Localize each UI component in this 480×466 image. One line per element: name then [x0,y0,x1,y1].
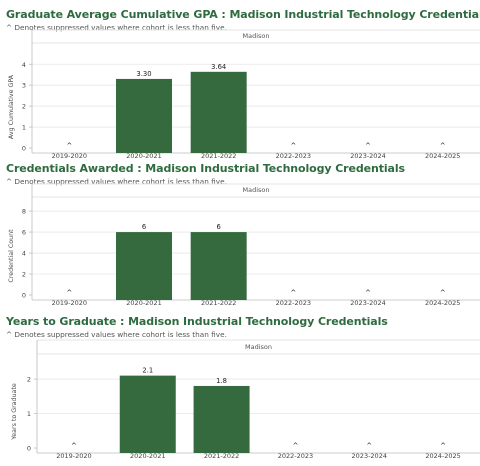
x-tick-label: 2020-2021 [126,152,161,160]
facet-label: Madison [245,343,272,351]
x-tick-label: 2023-2024 [350,299,385,307]
chart-title: Graduate Average Cumulative GPA : Madiso… [6,8,480,21]
data-label-2023-2024: ^ [366,442,372,450]
y-tick-label: 2 [22,103,26,111]
data-label-2019-2020: ^ [66,142,72,150]
y-tick-label: 2 [27,376,31,384]
x-tick-label: 2019-2020 [56,452,91,460]
chart-section-credentials: Credentials Awarded : Madison Industrial… [0,162,480,310]
data-label-2020-2021: 2.1 [142,367,153,375]
x-tick-label: 2019-2020 [52,152,87,160]
x-tick-label: 2024-2025 [425,452,460,460]
x-tick-label: 2021-2022 [201,299,236,307]
y-axis-title: Credential Count [8,229,15,283]
data-label-2021-2022: 6 [217,223,221,231]
chart-section-years: Years to Graduate : Madison Industrial T… [0,315,480,466]
y-tick-label: 1 [27,410,31,418]
chart-title: Credentials Awarded : Madison Industrial… [6,162,405,175]
y-tick-label: 6 [22,229,26,237]
bar-2020-2021 [119,375,176,453]
y-tick-label: 8 [22,208,26,216]
y-tick-label: 0 [22,292,26,300]
data-label-2019-2020: ^ [66,289,72,297]
bar-2021-2022 [190,71,247,153]
x-tick-label: 2022-2023 [276,152,311,160]
y-axis-title: Years to Graduate [11,383,18,441]
y-axis-title: Avg Cumulative GPA [8,74,15,139]
credentials-bar-chart: Madison 0 2 4 6 8 Credential Count ^ 2019-2020 6 2… [8,183,480,307]
chart-subtitle: ^ Denotes suppressed values where cohort… [6,330,227,339]
x-tick-label: 2020-2021 [130,452,165,460]
y-tick-label: 3 [22,82,26,90]
data-label-2021-2022: 1.8 [216,377,227,385]
years-bar-chart: Madison 0 1 2 Years to Graduate ^ 2019-2020 2.1… [11,339,480,460]
bar-2020-2021 [116,78,172,153]
data-label-2023-2024: ^ [365,289,371,297]
y-tick-label: 4 [22,61,26,69]
facet-label: Madison [242,186,269,194]
facet-label: Madison [242,32,269,40]
chart-title: Years to Graduate : Madison Industrial T… [6,315,388,328]
x-tick-label: 2024-2025 [425,299,460,307]
data-label-2023-2024: ^ [365,142,371,150]
y-tick-label: 2 [22,271,26,279]
x-tick-label: 2023-2024 [350,152,385,160]
y-tick-label: 4 [22,250,26,258]
x-tick-label: 2021-2022 [204,452,239,460]
bar-2021-2022 [190,232,247,300]
y-tick-label: 0 [22,145,26,153]
chart-section-gpa: Graduate Average Cumulative GPA : Madiso… [0,8,480,160]
data-label-2022-2023: ^ [293,442,299,450]
data-label-2021-2022: 3.64 [211,63,226,71]
x-tick-label: 2023-2024 [352,452,387,460]
data-label-2024-2025: ^ [440,442,446,450]
x-tick-label: 2019-2020 [52,299,87,307]
chart-subtitle: ^ Denotes suppressed values where cohort… [6,23,227,32]
x-tick-label: 2024-2025 [425,152,460,160]
data-label-2022-2023: ^ [290,142,296,150]
bar-2020-2021 [116,232,172,300]
data-label-2020-2021: 6 [142,223,146,231]
data-label-2024-2025: ^ [440,289,446,297]
data-label-2019-2020: ^ [71,442,77,450]
data-label-2020-2021: 3.30 [136,70,151,78]
bar-2021-2022 [193,385,250,453]
data-label-2024-2025: ^ [440,142,446,150]
x-tick-label: 2022-2023 [278,452,313,460]
chart-subtitle: ^ Denotes suppressed values where cohort… [6,177,227,186]
x-tick-label: 2022-2023 [276,299,311,307]
y-tick-label: 0 [27,445,31,453]
x-tick-label: 2021-2022 [201,152,236,160]
data-label-2022-2023: ^ [290,289,296,297]
y-tick-label: 1 [22,124,26,132]
x-tick-label: 2020-2021 [126,299,161,307]
gpa-bar-chart: Madison 0 1 2 3 4 Avg Cumulative GPA ^ 2019-2020… [8,29,480,160]
